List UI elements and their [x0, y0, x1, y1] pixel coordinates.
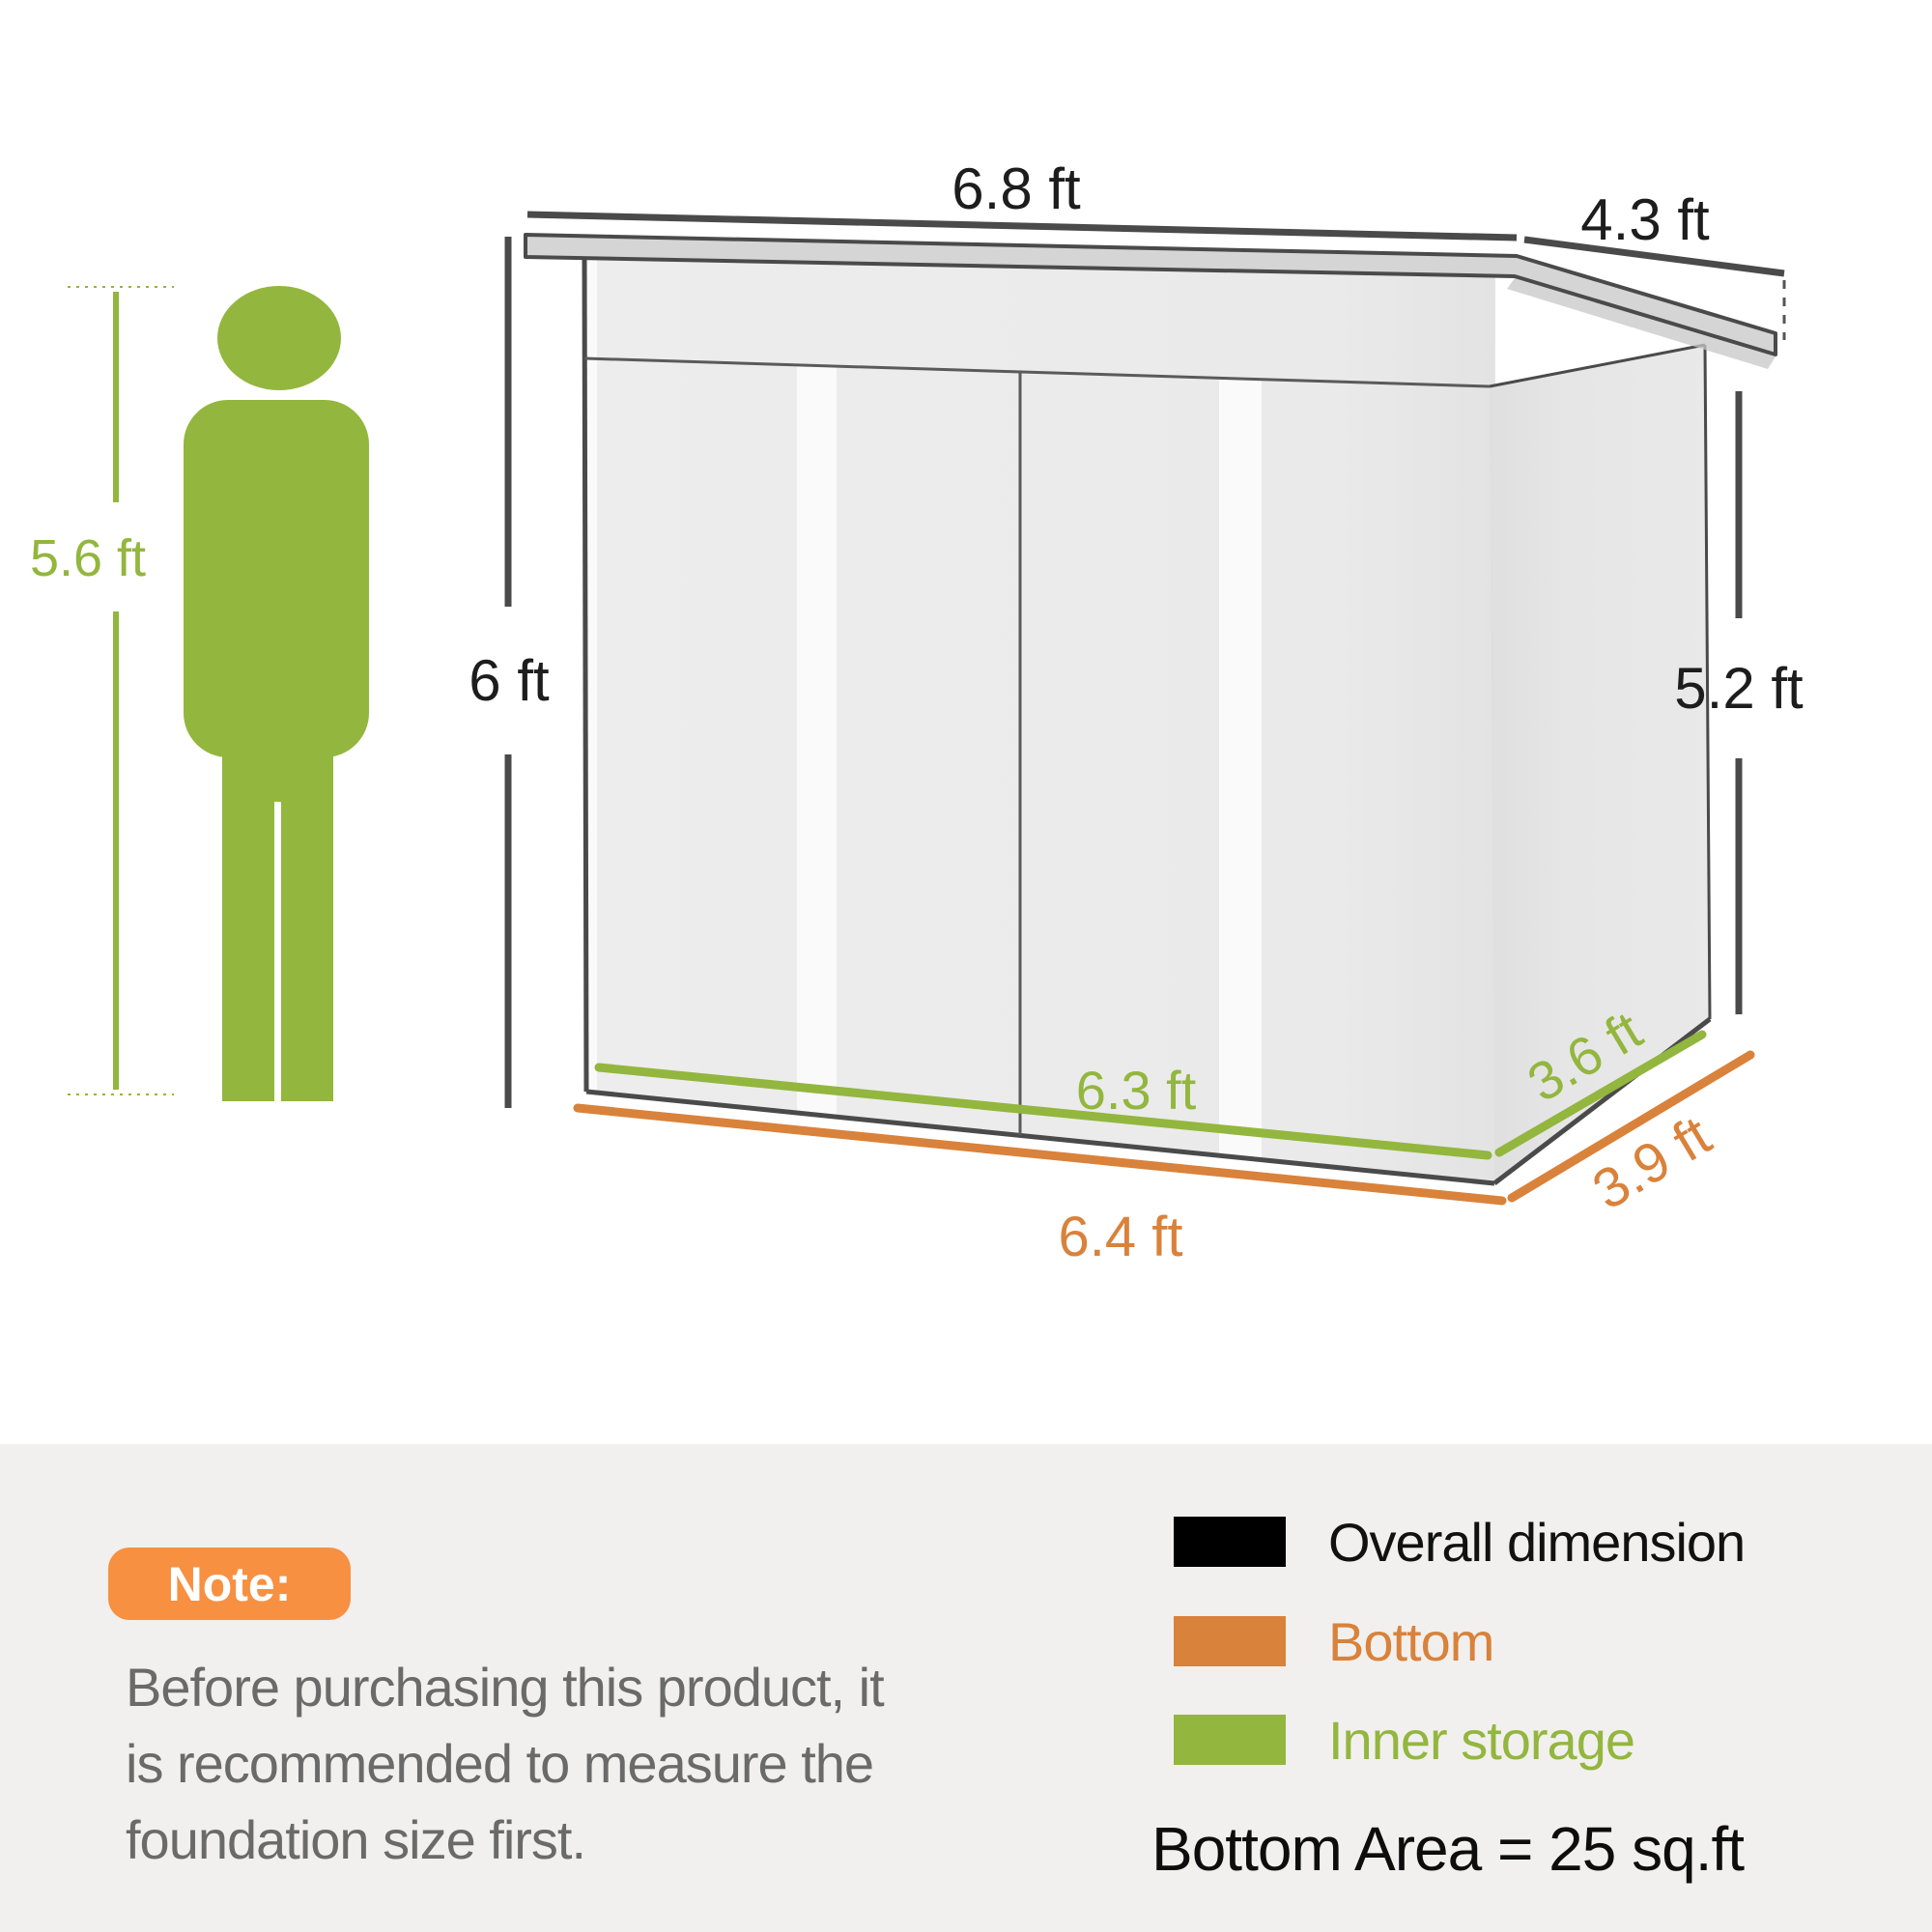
bottom-swatch-rect [1174, 1616, 1286, 1666]
bottom-dimension-lines: 6.4 ft 3.9 ft [573, 1050, 1755, 1268]
door-trim-left [797, 365, 837, 1117]
person-torso [184, 400, 369, 757]
note-line-2: is recommended to measure the [126, 1733, 874, 1794]
inner-depth-line [1494, 1030, 1707, 1157]
inner-width-label: 6.3 ft [1076, 1060, 1197, 1121]
roof-depth-dimension-line [1523, 236, 1785, 277]
legend-label-bottom: Bottom [1328, 1610, 1494, 1672]
bottom-swatch [1174, 1616, 1286, 1666]
legend-label-inner-storage: Inner storage [1328, 1709, 1635, 1771]
roof-soffit [1507, 278, 1776, 369]
door-trim-right [1219, 378, 1262, 1160]
bottom-width-line [573, 1103, 1507, 1206]
bottom-area-text: Bottom Area = 25 sq.ft [1151, 1814, 1745, 1884]
legend: Overall dimension Bottom Inner storage B… [0, 1444, 1932, 1932]
front-wall-left-trim [586, 257, 597, 1093]
bottom-width-label: 6.4 ft [1059, 1206, 1183, 1268]
note-text: Before purchasing this product, it is re… [126, 1649, 995, 1878]
right-wall-top-edge [1489, 343, 1706, 388]
inner-storage-swatch-rect [1174, 1715, 1286, 1765]
person-height-dimension: 5.6 ft [30, 286, 174, 1095]
roof-panel [524, 233, 1777, 356]
person-leg-gap [274, 802, 281, 1101]
overall-dimension-swatch [1174, 1517, 1286, 1567]
person-height-label: 5.6 ft [30, 529, 146, 587]
shed-right-wall [1490, 345, 1710, 1183]
roof-width-label: 6.8 ft [952, 156, 1081, 221]
inner-storage-swatch [1174, 1715, 1286, 1765]
roof-depth-label: 4.3 ft [1580, 187, 1710, 252]
person-figure [184, 286, 369, 1101]
note-line-3: foundation size first. [126, 1809, 586, 1870]
front-wall-header-line [583, 356, 1491, 388]
shed-diagram: 5.6 ft 6.8 ft 4.3 ft 6 ft 5.2 ft [30, 156, 1804, 1268]
left-height-label: 6 ft [469, 648, 550, 713]
front-wall-left-edge [582, 256, 589, 1093]
info-panel: Note: Before purchasing this product, it… [0, 1444, 1932, 1932]
roof-width-dimension-line [526, 211, 1518, 242]
note-badge: Note: [108, 1548, 351, 1620]
right-wall-back-edge [1703, 344, 1712, 1020]
bottom-depth-line [1507, 1050, 1755, 1203]
overall-dimension-swatch-rect [1174, 1517, 1286, 1567]
inner-width-line [594, 1063, 1492, 1160]
shed-front-wall [584, 257, 1495, 1183]
legend-label-overall-dimension: Overall dimension [1328, 1511, 1746, 1573]
note-line-1: Before purchasing this product, it [126, 1657, 885, 1718]
overall-dimension-lines: 6.8 ft 4.3 ft 6 ft 5.2 ft [469, 156, 1804, 1108]
note-badge-label: Note: [167, 1556, 292, 1611]
person-head [217, 286, 341, 390]
right-height-label: 5.2 ft [1674, 656, 1804, 721]
bottom-depth-label: 3.9 ft [1582, 1104, 1721, 1222]
front-wall-bottom-edge [585, 1089, 1495, 1186]
